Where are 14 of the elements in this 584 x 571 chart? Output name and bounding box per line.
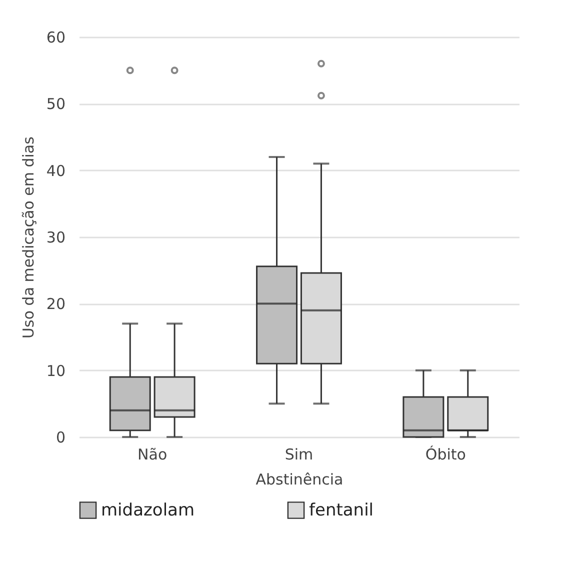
x-tick-label: Óbito xyxy=(425,446,466,464)
legend-label: midazolam xyxy=(101,500,195,520)
x-tick-label: Sim xyxy=(284,446,314,464)
y-tick-label: 10 xyxy=(46,362,66,380)
y-tick-label: 40 xyxy=(46,162,66,180)
x-axis-title: Abstinência xyxy=(256,470,344,488)
y-axis-title: Uso da medicação em dias xyxy=(19,136,38,338)
y-tick-label: 60 xyxy=(46,28,66,46)
y-tick-label: 0 xyxy=(56,428,66,446)
y-tick-label: 20 xyxy=(46,295,66,314)
legend-label: fentanil xyxy=(309,500,374,520)
y-tick-label: 50 xyxy=(46,95,66,114)
x-tick-label: Não xyxy=(138,446,168,464)
y-tick-label: 30 xyxy=(46,228,66,246)
